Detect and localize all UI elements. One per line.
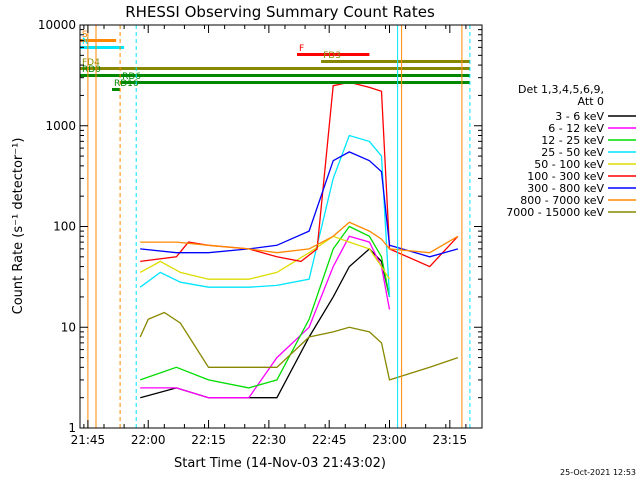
flag-label-3: FD3 [323,51,341,61]
y-tick-label-2: 100 [53,220,76,234]
x-axis-label: Start Time (14-Nov-03 21:43:02) [174,456,386,471]
flag-bar-7 [112,88,120,91]
flag-label-7: RD16 [114,79,139,89]
legend-header-0: Det 1,3,4,5,6,9, [518,83,604,96]
flag-label-0: S [82,30,88,40]
flag-label-2: F [299,44,304,54]
flag-label-1: N [82,37,89,47]
flag-bar-0 [80,39,117,42]
y-tick-label-3: 1000 [45,119,76,133]
vertical-markers [87,25,471,428]
y-tick-label-4: 10000 [38,18,76,32]
flag-bar-2 [297,53,370,56]
x-tick-label-6: 23:15 [433,433,468,447]
legend-label-7: 800 - 7000 keV [520,194,604,207]
legend-label-5: 100 - 300 keV [527,170,604,183]
flag-bar-4 [80,67,470,70]
series-line-7 [140,221,459,254]
legend-label-4: 50 - 100 keV [534,158,604,171]
x-tick-label-2: 22:15 [191,433,226,447]
x-tick-label-0: 21:45 [71,433,106,447]
x-tick-label-3: 22:30 [252,433,287,447]
legend-label-2: 12 - 25 keV [541,134,604,147]
series-line-8 [139,311,459,381]
x-tick-label-1: 22:00 [131,433,166,447]
plot-area [139,81,459,399]
flag-bar-1 [80,46,125,49]
y-tick-label-1: 10 [61,320,76,334]
flag-label-5: RD0 [82,65,101,75]
legend-label-8: 7000 - 15000 keV [506,206,604,219]
flag-label-6: RD6 [122,72,141,82]
chart-title: RHESSI Observing Summary Count Rates [125,3,435,21]
flag-bar-5 [80,74,470,77]
flag-label-4: FD4 [82,58,100,68]
series-line-1 [140,235,391,399]
series-line-4 [139,235,391,280]
flag-bar-6 [120,81,470,84]
series-line-6 [140,151,459,258]
series-line-5 [140,81,459,268]
x-tick-label-5: 23:00 [372,433,407,447]
legend-label-1: 6 - 12 keV [548,122,604,135]
legend-label-3: 25 - 50 keV [541,146,604,159]
x-tick-label-4: 22:45 [312,433,347,447]
series-line-3 [139,134,391,297]
legend-header-1: Att 0 [578,95,604,108]
footer-date: 25-Oct-2021 12:53 [560,468,636,477]
axes: 1 10 100 1000 10000 21:45 22:00 22:15 22:30 22:45… [38,18,482,447]
legend-label-0: 3 - 6 keV [555,110,604,123]
legend-label-6: 300 - 800 keV [527,182,604,195]
series-line-2 [139,225,391,389]
y-tick-label-0: 1 [68,421,76,435]
y-axis-label: Count Rate (s⁻¹ detector⁻¹) [11,138,26,315]
flag-bar-3 [321,60,470,63]
